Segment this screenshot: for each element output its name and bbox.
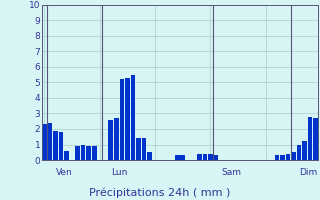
Bar: [297, 144, 301, 160]
Bar: [308, 117, 312, 160]
Bar: [64, 151, 69, 160]
Text: Ven: Ven: [55, 168, 72, 177]
Text: Dim: Dim: [299, 168, 317, 177]
Text: Lun: Lun: [111, 168, 127, 177]
Bar: [81, 144, 85, 160]
Bar: [75, 146, 80, 160]
Bar: [203, 154, 207, 160]
Bar: [285, 154, 290, 160]
Bar: [214, 155, 218, 160]
Bar: [180, 155, 185, 160]
Bar: [302, 141, 307, 160]
Bar: [147, 152, 152, 160]
Bar: [280, 155, 285, 160]
Bar: [175, 155, 180, 160]
Bar: [48, 123, 52, 160]
Bar: [119, 79, 124, 160]
Bar: [108, 120, 113, 160]
Bar: [136, 138, 141, 160]
Bar: [59, 132, 63, 160]
Bar: [275, 155, 279, 160]
Bar: [92, 146, 97, 160]
Bar: [86, 146, 91, 160]
Bar: [125, 78, 130, 160]
Bar: [53, 131, 58, 160]
Bar: [313, 118, 318, 160]
Bar: [42, 124, 47, 160]
Bar: [131, 75, 135, 160]
Bar: [208, 154, 213, 160]
Bar: [197, 154, 202, 160]
Bar: [291, 152, 296, 160]
Bar: [114, 118, 119, 160]
Bar: [142, 138, 146, 160]
Text: Précipitations 24h ( mm ): Précipitations 24h ( mm ): [89, 188, 231, 198]
Text: Sam: Sam: [221, 168, 242, 177]
